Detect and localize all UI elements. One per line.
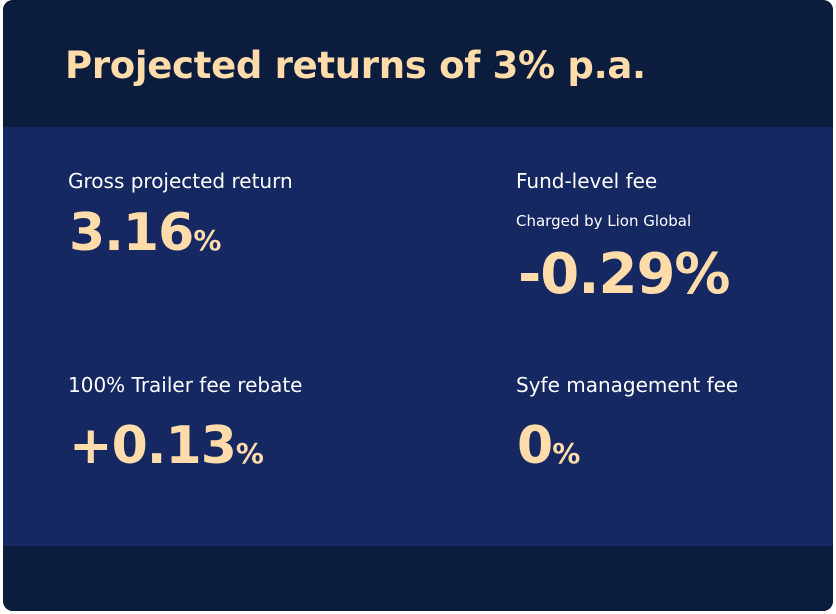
- gross-return-value: 3.16%: [69, 207, 221, 259]
- fund-fee-unit: %: [674, 242, 731, 307]
- card-header: Projected returns of 3% p.a.: [3, 0, 833, 127]
- gross-return-label: Gross projected return: [68, 169, 293, 193]
- syfe-fee-number: 0: [517, 416, 553, 476]
- card-body: Gross projected return 3.16% Fund-level …: [3, 127, 833, 546]
- syfe-fee-value: 0%: [517, 420, 580, 472]
- card-footer: [3, 546, 833, 611]
- returns-card: Projected returns of 3% p.a. Gross proje…: [3, 0, 833, 611]
- trailer-rebate-label: 100% Trailer fee rebate: [68, 373, 303, 397]
- fund-fee-value: -0.29%: [518, 247, 731, 303]
- syfe-fee-label: Syfe management fee: [516, 373, 739, 397]
- fund-fee-number: -0.29: [518, 242, 675, 307]
- trailer-rebate-number: +0.13: [69, 416, 237, 476]
- trailer-rebate-unit: %: [235, 437, 264, 470]
- card-title: Projected returns of 3% p.a.: [65, 44, 646, 87]
- trailer-rebate-value: +0.13%: [69, 420, 264, 472]
- fund-fee-sublabel: Charged by Lion Global: [516, 212, 692, 230]
- gross-return-unit: %: [193, 224, 222, 257]
- syfe-fee-unit: %: [552, 437, 581, 470]
- fund-fee-label: Fund-level fee: [516, 169, 658, 193]
- gross-return-number: 3.16: [69, 203, 194, 263]
